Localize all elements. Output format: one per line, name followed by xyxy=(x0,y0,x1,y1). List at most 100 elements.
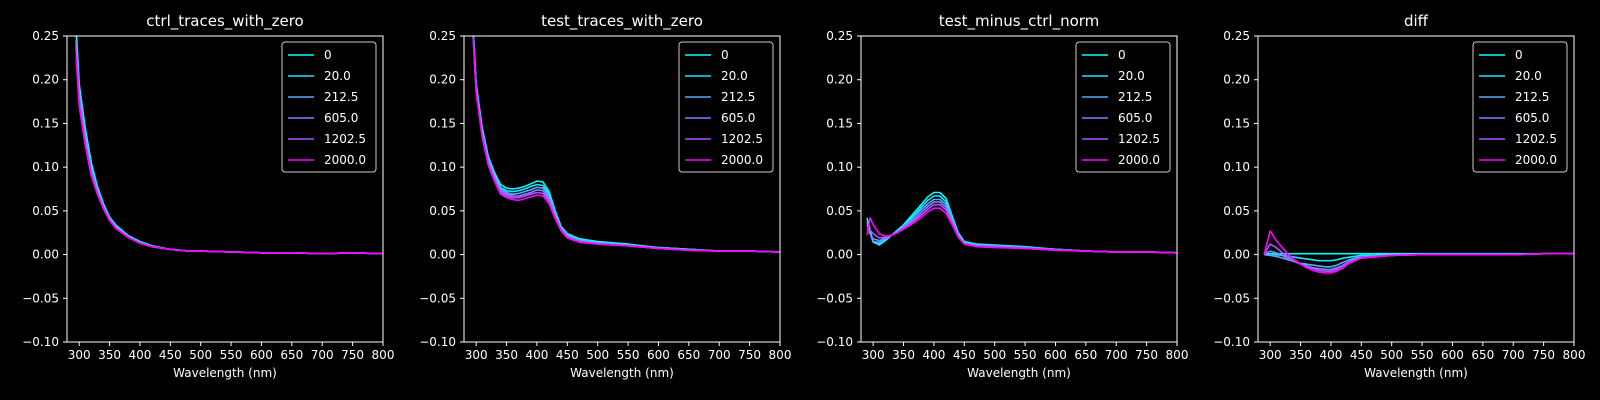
x-tick-label: 400 xyxy=(922,348,945,362)
x-tick-label: 350 xyxy=(98,348,121,362)
x-tick-label: 600 xyxy=(1441,348,1464,362)
series-lines xyxy=(1263,230,1574,274)
chart-panel-4: diff 300 350 400 450 500 550 600 650 700 750 800 −0.… xyxy=(1213,12,1585,380)
x-tick-label: 700 xyxy=(1105,348,1128,362)
legend: 0 20.0 212.5 605.0 1202.5 2000.0 xyxy=(281,41,377,173)
y-tick-label: −0.10 xyxy=(1213,335,1250,349)
legend: 0 20.0 212.5 605.0 1202.5 2000.0 xyxy=(1472,41,1568,173)
y-tick-label: 0.15 xyxy=(826,116,853,130)
legend: 0 20.0 212.5 605.0 1202.5 2000.0 xyxy=(1075,41,1171,173)
x-tick-label: 450 xyxy=(159,348,182,362)
chart-panel-1: ctrl_traces_with_zero 300 350 400 450 500 550 6… xyxy=(22,12,394,380)
y-tick-label: 0.15 xyxy=(429,116,456,130)
x-axis-label: Wavelength (nm) xyxy=(570,366,674,380)
x-tick-label: 450 xyxy=(1350,348,1373,362)
y-tick-label: 0.20 xyxy=(1223,73,1250,87)
series-line-605.0 xyxy=(866,201,1177,254)
x-tick-label: 500 xyxy=(189,348,212,362)
series-line-20.0 xyxy=(866,195,1177,254)
y-tick-label: 0.20 xyxy=(429,73,456,87)
x-tick-label: 450 xyxy=(556,348,579,362)
x-axis-label: Wavelength (nm) xyxy=(1364,366,1468,380)
x-tick-label: 700 xyxy=(708,348,731,362)
y-tick-label: 0.10 xyxy=(1223,160,1250,174)
x-tick-label: 400 xyxy=(1319,348,1342,362)
x-tick-label: 500 xyxy=(983,348,1006,362)
x-tick-label: 350 xyxy=(495,348,518,362)
legend-label: 0 xyxy=(1118,48,1126,62)
legend-label: 2000.0 xyxy=(324,153,366,167)
y-tick-label: 0.05 xyxy=(826,204,853,218)
y-tick-label: 0.25 xyxy=(32,29,59,43)
series-line-2000.0 xyxy=(866,207,1177,254)
x-tick-label: 450 xyxy=(953,348,976,362)
x-tick-label: 750 xyxy=(1135,348,1158,362)
y-tick-label: 0.05 xyxy=(32,204,59,218)
x-tick-label: 550 xyxy=(617,348,640,362)
y-tick-label: 0.10 xyxy=(32,160,59,174)
y-tick-label: 0.00 xyxy=(429,248,456,262)
chart-title: diff xyxy=(1404,12,1429,30)
plot-frame xyxy=(66,35,384,343)
legend-label: 1202.5 xyxy=(721,132,763,146)
x-tick-label: 800 xyxy=(1166,348,1189,362)
y-tick-label: 0.10 xyxy=(429,160,456,174)
x-tick-label: 800 xyxy=(769,348,792,362)
legend-label: 605.0 xyxy=(324,111,358,125)
chart-panel-2: test_traces_with_zero 300 350 400 450 500 550 6… xyxy=(419,12,791,380)
x-tick-label: 300 xyxy=(465,348,488,362)
legend-label: 2000.0 xyxy=(721,153,763,167)
legend-label: 1202.5 xyxy=(1515,132,1557,146)
legend-label: 20.0 xyxy=(324,69,351,83)
x-tick-label: 650 xyxy=(1074,348,1097,362)
y-tick-label: 0.20 xyxy=(826,73,853,87)
legend-label: 212.5 xyxy=(324,90,358,104)
y-tick-label: −0.05 xyxy=(22,291,59,305)
x-tick-label: 800 xyxy=(1563,348,1586,362)
y-tick-label: 0.25 xyxy=(429,29,456,43)
legend-label: 0 xyxy=(324,48,332,62)
y-tick-label: 0.25 xyxy=(1223,29,1250,43)
legend-label: 20.0 xyxy=(721,69,748,83)
x-tick-label: 700 xyxy=(1502,348,1525,362)
x-tick-label: 400 xyxy=(128,348,151,362)
y-tick-label: 0.25 xyxy=(826,29,853,43)
y-tick-label: 0.20 xyxy=(32,73,59,87)
chart-title: test_traces_with_zero xyxy=(541,12,703,31)
x-tick-label: 400 xyxy=(525,348,548,362)
x-tick-label: 550 xyxy=(1411,348,1434,362)
legend-label: 605.0 xyxy=(1515,111,1549,125)
plot-frame xyxy=(860,35,1178,343)
series-line-2000.0 xyxy=(1263,230,1574,274)
x-tick-label: 650 xyxy=(280,348,303,362)
x-tick-label: 300 xyxy=(1259,348,1282,362)
legend-label: 605.0 xyxy=(1118,111,1152,125)
x-tick-label: 300 xyxy=(862,348,885,362)
plot-frame xyxy=(463,35,781,343)
y-tick-label: −0.10 xyxy=(419,335,456,349)
x-tick-label: 500 xyxy=(1380,348,1403,362)
series-line-212.5 xyxy=(866,198,1177,254)
legend-label: 0 xyxy=(1515,48,1523,62)
y-tick-label: −0.05 xyxy=(816,291,853,305)
x-tick-label: 550 xyxy=(1014,348,1037,362)
legend-label: 2000.0 xyxy=(1515,153,1557,167)
series-line-1202.5 xyxy=(866,203,1177,254)
x-axis-label: Wavelength (nm) xyxy=(173,366,277,380)
legend-label: 0 xyxy=(721,48,729,62)
x-tick-label: 350 xyxy=(1289,348,1312,362)
legend-label: 20.0 xyxy=(1118,69,1145,83)
y-tick-label: −0.05 xyxy=(1213,291,1250,305)
y-tick-label: −0.10 xyxy=(816,335,853,349)
x-tick-label: 750 xyxy=(738,348,761,362)
y-tick-label: 0.15 xyxy=(32,116,59,130)
plot-frame xyxy=(1257,35,1575,343)
legend-label: 1202.5 xyxy=(324,132,366,146)
legend-label: 212.5 xyxy=(1118,90,1152,104)
y-tick-label: −0.05 xyxy=(419,291,456,305)
x-tick-label: 350 xyxy=(892,348,915,362)
x-tick-label: 700 xyxy=(311,348,334,362)
y-tick-label: 0.10 xyxy=(826,160,853,174)
x-tick-label: 550 xyxy=(220,348,243,362)
